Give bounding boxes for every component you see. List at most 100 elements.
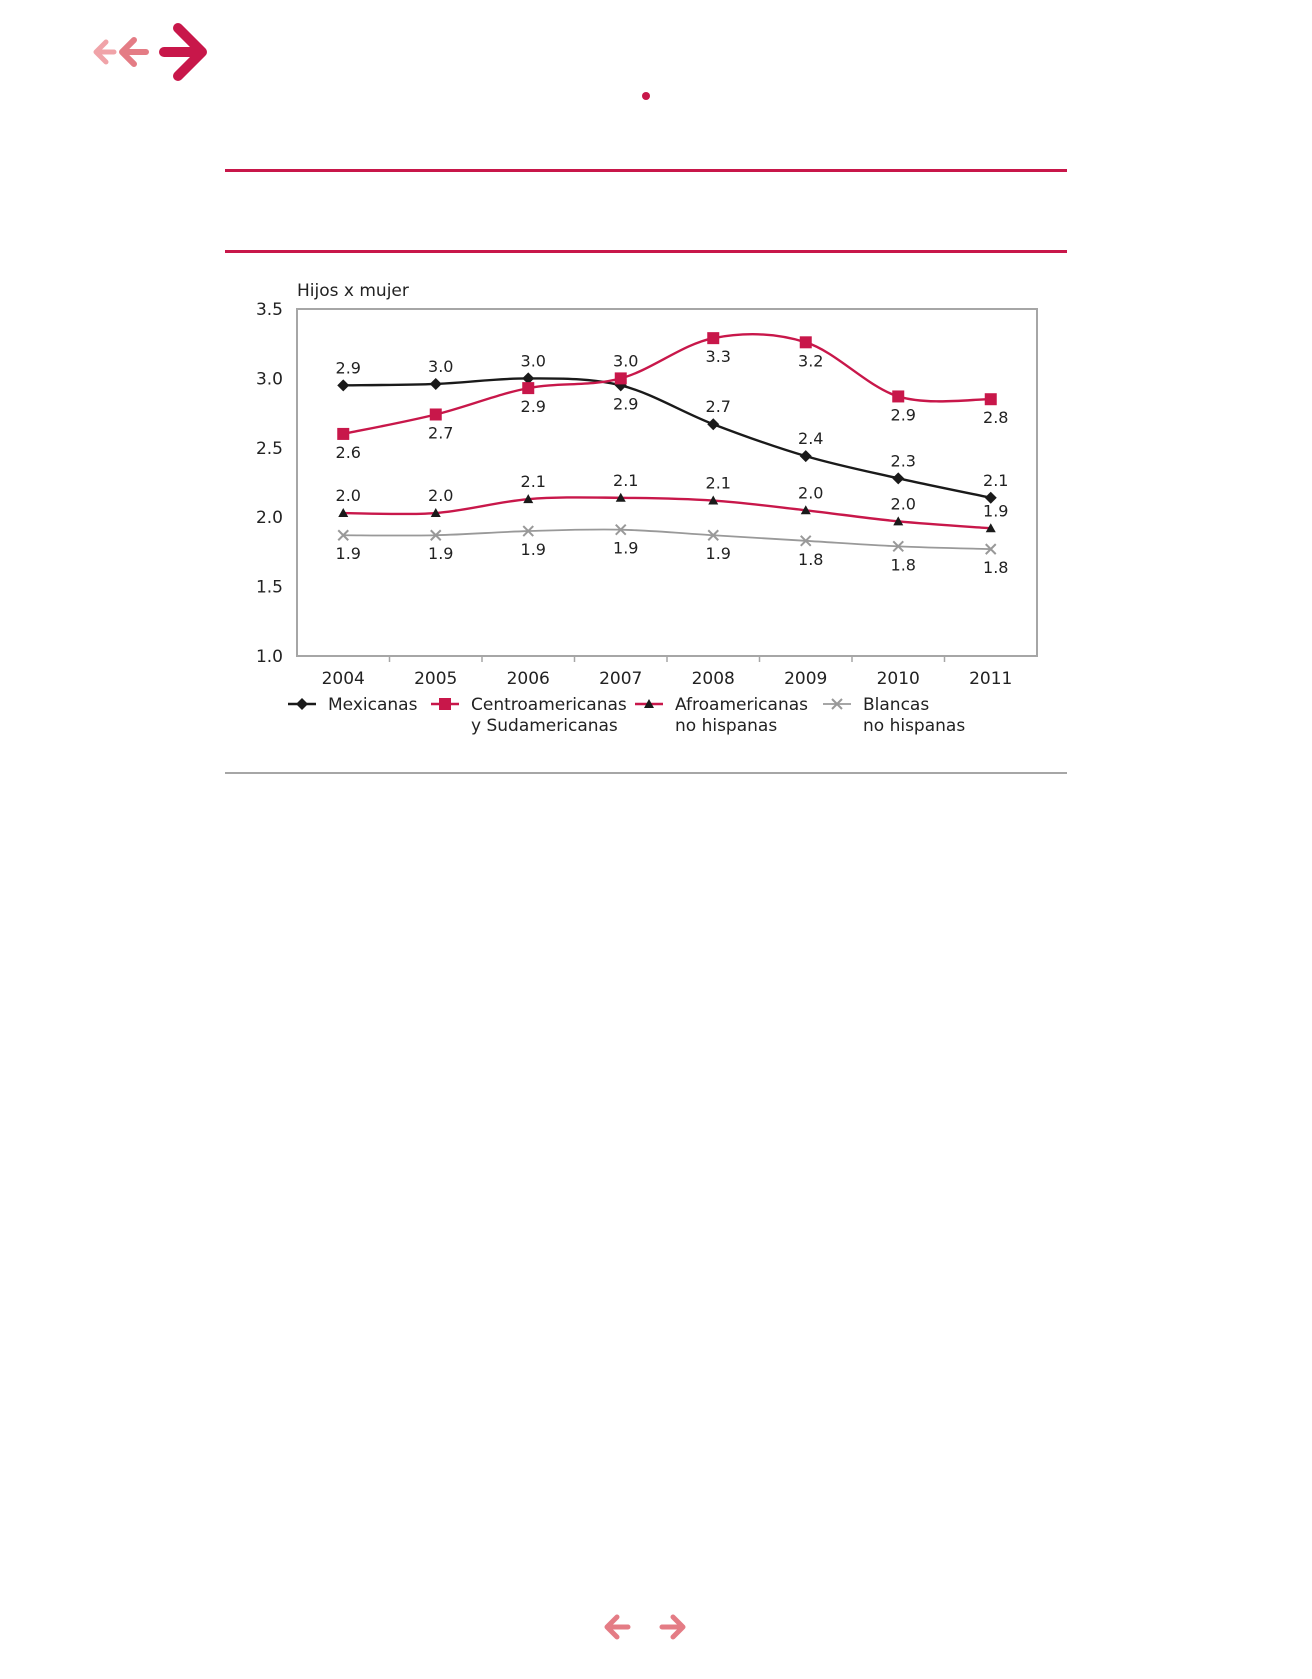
data-label-blancas-no-hispanas: 1.9 bbox=[706, 544, 731, 563]
x-tick-label: 2010 bbox=[877, 669, 920, 689]
data-point-centroamericanas-y-sudamericanas bbox=[707, 332, 720, 345]
legend-label: Centroamericanas bbox=[471, 695, 627, 715]
data-label-centroamericanas-y-sudamericanas: 2.7 bbox=[428, 423, 453, 442]
y-axis: 1.0 1.5 2.0 2.5 3.0 3.5 bbox=[256, 300, 283, 667]
data-label-afroamericanas-no-hispanas: 2.1 bbox=[706, 474, 731, 493]
data-point-afroamericanas-no-hispanas bbox=[430, 508, 441, 518]
data-label-blancas-no-hispanas: 1.8 bbox=[983, 558, 1008, 577]
data-point-centroamericanas-y-sudamericanas bbox=[337, 427, 350, 440]
y-tick-label: 3.5 bbox=[256, 300, 283, 320]
data-point-centroamericanas-y-sudamericanas bbox=[614, 372, 627, 385]
y-tick-label: 2.5 bbox=[256, 439, 283, 459]
data-label-centroamericanas-y-sudamericanas: 2.6 bbox=[336, 443, 361, 462]
y-tick-label: 1.0 bbox=[256, 647, 283, 667]
series-line-mexicanas bbox=[343, 377, 991, 499]
arrow-right-large-icon[interactable] bbox=[159, 23, 207, 81]
data-label-blancas-no-hispanas: 1.9 bbox=[521, 540, 546, 559]
data-label-mexicanas: 2.7 bbox=[706, 397, 731, 416]
legend-label: no hispanas bbox=[863, 716, 965, 736]
data-point-blancas-no-hispanas bbox=[522, 525, 534, 537]
arrow-left-icon[interactable] bbox=[604, 1614, 631, 1640]
data-label-afroamericanas-no-hispanas: 2.1 bbox=[521, 472, 546, 491]
data-label-mexicanas: 2.9 bbox=[613, 394, 638, 413]
arrow-left-small-icon[interactable] bbox=[93, 39, 117, 65]
data-label-centroamericanas-y-sudamericanas: 3.0 bbox=[613, 351, 638, 370]
x-tick-label: 2005 bbox=[414, 669, 457, 689]
y-tick-label: 2.0 bbox=[256, 508, 283, 528]
data-label-centroamericanas-y-sudamericanas: 2.9 bbox=[521, 397, 546, 416]
series-line-centroamericanas-y-sudamericanas bbox=[343, 333, 991, 436]
data-point-afroamericanas-no-hispanas bbox=[985, 523, 996, 533]
data-point-blancas-no-hispanas bbox=[892, 540, 904, 553]
arrow-right-icon[interactable] bbox=[659, 1614, 686, 1640]
legend-marker bbox=[296, 698, 308, 710]
y-tick-label: 3.0 bbox=[256, 369, 283, 389]
legend-label: Mexicanas bbox=[328, 695, 418, 715]
data-label-blancas-no-hispanas: 1.8 bbox=[798, 550, 823, 569]
x-tick-label: 2008 bbox=[692, 669, 735, 689]
data-label-blancas-no-hispanas: 1.8 bbox=[891, 555, 916, 574]
data-label-mexicanas: 2.4 bbox=[798, 429, 823, 448]
x-tick-label: 2007 bbox=[599, 669, 642, 689]
data-point-afroamericanas-no-hispanas bbox=[615, 492, 626, 502]
x-tick-label: 2004 bbox=[322, 669, 365, 689]
data-label-blancas-no-hispanas: 1.9 bbox=[613, 539, 638, 558]
y-axis-label: Hijos x mujer bbox=[297, 281, 409, 301]
x-tick-label: 2011 bbox=[969, 669, 1012, 689]
plot-frame bbox=[296, 308, 1038, 657]
legend-marker bbox=[439, 698, 451, 710]
data-label-afroamericanas-no-hispanas: 2.0 bbox=[428, 486, 453, 505]
footer-rule bbox=[225, 772, 1067, 774]
x-tick-label: 2006 bbox=[507, 669, 550, 689]
data-point-afroamericanas-no-hispanas bbox=[523, 494, 534, 504]
bottom-navigation bbox=[604, 1614, 686, 1640]
page-marker-dot bbox=[642, 92, 650, 100]
data-point-blancas-no-hispanas bbox=[985, 543, 997, 555]
data-label-blancas-no-hispanas: 1.9 bbox=[336, 544, 361, 563]
data-label-centroamericanas-y-sudamericanas: 2.9 bbox=[891, 405, 916, 424]
legend-marker bbox=[644, 699, 654, 708]
data-point-blancas-no-hispanas bbox=[707, 529, 719, 541]
data-label-mexicanas: 2.3 bbox=[891, 451, 916, 470]
series-lines bbox=[343, 333, 991, 551]
data-point-mexicanas bbox=[799, 450, 812, 463]
top-navigation bbox=[93, 23, 207, 81]
data-label-afroamericanas-no-hispanas: 2.0 bbox=[798, 483, 823, 502]
data-point-afroamericanas-no-hispanas bbox=[893, 516, 904, 526]
data-label-mexicanas: 2.1 bbox=[983, 471, 1008, 490]
data-label-centroamericanas-y-sudamericanas: 3.3 bbox=[706, 347, 731, 366]
data-label-afroamericanas-no-hispanas: 2.0 bbox=[336, 486, 361, 505]
data-point-centroamericanas-y-sudamericanas bbox=[429, 408, 442, 421]
data-point-mexicanas bbox=[337, 379, 350, 392]
data-labels: 2.9 3.0 3.0 2.9 2.7 2.4 2.3 2.1 2.6 2.7 2.9 3.0 3.3 3… bbox=[336, 347, 1009, 577]
data-point-afroamericanas-no-hispanas bbox=[800, 505, 811, 515]
data-point-mexicanas bbox=[984, 491, 997, 504]
legend-label: no hispanas bbox=[675, 716, 777, 736]
series-line-afroamericanas-no-hispanas bbox=[343, 496, 991, 530]
data-label-blancas-no-hispanas: 1.9 bbox=[428, 544, 453, 563]
fertility-line-chart: Hijos x mujer 1.0 1.5 2.0 2.5 3.0 3.5 2004 200… bbox=[256, 281, 1038, 736]
data-point-mexicanas bbox=[429, 377, 442, 390]
data-point-centroamericanas-y-sudamericanas bbox=[799, 336, 812, 349]
data-point-blancas-no-hispanas bbox=[800, 535, 812, 547]
data-point-afroamericanas-no-hispanas bbox=[338, 508, 349, 518]
data-point-blancas-no-hispanas bbox=[615, 523, 627, 536]
header-rule-top bbox=[225, 169, 1067, 172]
data-point-centroamericanas-y-sudamericanas bbox=[522, 382, 535, 395]
arrow-left-icon[interactable] bbox=[119, 37, 149, 67]
data-point-centroamericanas-y-sudamericanas bbox=[892, 390, 905, 403]
series-markers bbox=[337, 332, 997, 555]
data-label-afroamericanas-no-hispanas: 2.1 bbox=[613, 471, 638, 490]
y-tick-label: 1.5 bbox=[256, 578, 283, 598]
data-label-afroamericanas-no-hispanas: 2.0 bbox=[891, 494, 916, 513]
legend-label: Afroamericanas bbox=[675, 695, 808, 715]
header-rule-bottom bbox=[225, 250, 1067, 253]
data-label-mexicanas: 2.9 bbox=[336, 358, 361, 377]
data-point-mexicanas bbox=[892, 472, 905, 485]
data-label-mexicanas: 3.0 bbox=[428, 357, 453, 376]
data-point-blancas-no-hispanas bbox=[337, 529, 349, 541]
